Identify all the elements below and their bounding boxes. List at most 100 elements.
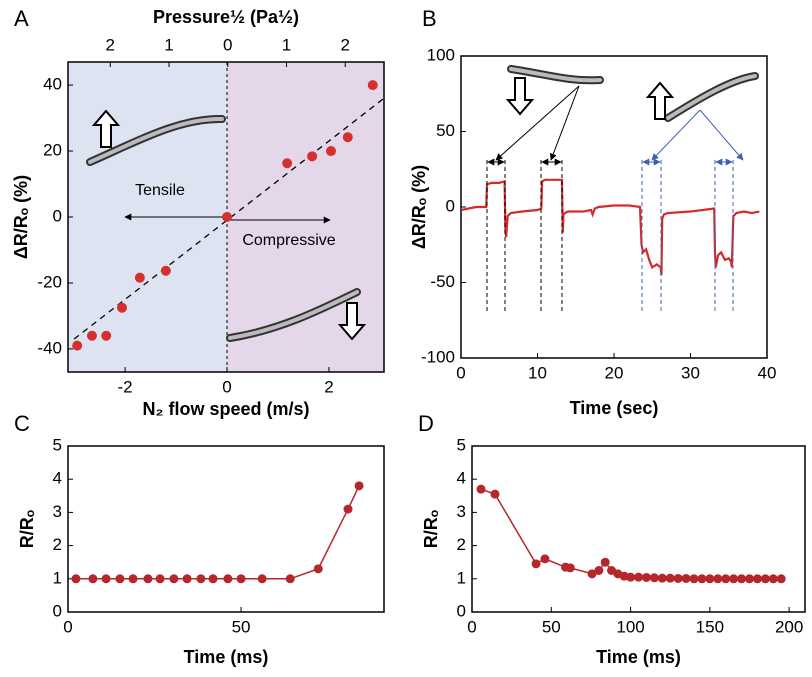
y-tick-label: 0 [53, 601, 62, 620]
x2-tick-label: 1 [282, 35, 291, 54]
x-tick-label: 2 [324, 377, 333, 396]
data-point [565, 563, 575, 573]
panel-label: B [422, 6, 437, 31]
x-tick-label: 150 [696, 617, 724, 636]
y-tick-label: 3 [457, 502, 466, 521]
data-point [101, 330, 112, 341]
x-axis-label: Time (sec) [570, 398, 659, 418]
data-point [88, 574, 98, 584]
data-point [101, 574, 111, 584]
beam-b-left-core [509, 67, 602, 83]
data-point [236, 574, 246, 584]
x-tick-label: 50 [542, 617, 561, 636]
data-point [626, 572, 636, 582]
pointer-line [495, 85, 580, 161]
y-tick-label: 2 [53, 535, 62, 554]
data-point [531, 559, 541, 569]
y-tick-label: 0 [53, 206, 62, 225]
y-tick-label: -50 [430, 272, 455, 291]
data-point [760, 574, 770, 584]
beam-b-right-core [666, 74, 757, 120]
x-tick-label: 100 [616, 617, 644, 636]
data-point [729, 574, 739, 584]
data-point [354, 481, 364, 491]
y-tick-label: 4 [457, 469, 466, 488]
pointer-line [699, 109, 744, 161]
data-point [342, 132, 353, 143]
data-point [257, 574, 267, 584]
force-arrow-b-up [505, 77, 535, 116]
y-axis-label: R/Rₒ [421, 510, 441, 548]
data-point [649, 573, 659, 583]
x-axis-label: Time (ms) [596, 647, 681, 667]
data-point [490, 489, 500, 499]
data-point [721, 574, 731, 584]
data-point [665, 573, 675, 583]
y-tick-label: 50 [436, 121, 455, 140]
data-point [476, 484, 486, 494]
data-point [634, 572, 643, 582]
y-tick-label: 1 [53, 568, 62, 587]
y-tick-label: -20 [37, 272, 62, 291]
data-point [222, 212, 233, 222]
data-point [86, 330, 97, 341]
data-point [160, 265, 171, 276]
y-axis-label: ΔR/Rₒ (%) [409, 165, 429, 249]
y-axis-label: ΔR/Rₒ (%) [11, 175, 31, 259]
data-point [143, 574, 153, 584]
data-point [128, 574, 138, 584]
beam-tensile-core [88, 116, 224, 164]
y-tick-label: 5 [53, 435, 62, 454]
y-tick-label: -100 [421, 347, 455, 366]
data-point [776, 574, 786, 584]
pointer-line [651, 109, 701, 161]
x2-tick-label: 2 [340, 35, 349, 54]
plot-frame [460, 55, 768, 359]
y-tick-label: 20 [43, 141, 62, 160]
data-point [367, 80, 378, 91]
x-tick-label: 30 [681, 363, 700, 382]
x2-tick-label: 1 [164, 35, 173, 54]
data-line [480, 488, 782, 580]
x-tick-label: 0 [63, 617, 72, 636]
data-point [115, 574, 125, 584]
force-arrow-down [91, 109, 121, 148]
data-point [313, 564, 323, 574]
data-line [460, 178, 760, 276]
data-point [169, 574, 179, 584]
x-tick-label: 0 [456, 363, 465, 382]
data-point [223, 574, 233, 584]
data-point [737, 574, 747, 584]
data-point [673, 573, 683, 583]
x-axis-label: N₂ flow speed (m/s) [142, 399, 309, 419]
data-point [208, 574, 218, 584]
force-arrow-b-down [645, 81, 675, 120]
data-point [594, 566, 604, 575]
x-tick-label: 200 [775, 617, 803, 636]
plot-frame [67, 445, 385, 613]
annotation: Compressive [242, 232, 335, 249]
panel-label: C [14, 411, 30, 436]
data-point [71, 574, 81, 584]
force-arrow-up [337, 302, 367, 341]
x-tick-label: -2 [118, 377, 133, 396]
data-point [600, 557, 610, 567]
data-point [768, 574, 778, 584]
y-tick-label: 2 [457, 535, 466, 554]
x2-tick-label: 2 [106, 35, 115, 54]
x-tick-label: 40 [758, 363, 777, 382]
y-tick-label: 4 [53, 469, 62, 488]
data-point [196, 574, 206, 584]
data-point [587, 569, 597, 579]
y-tick-label: 1 [457, 568, 466, 587]
data-point [285, 574, 295, 584]
y-tick-label: 0 [446, 196, 455, 215]
x-tick-label: 10 [528, 363, 547, 382]
data-point [713, 574, 723, 584]
y-tick-label: -40 [37, 338, 62, 357]
annotation: Tensile [135, 182, 185, 199]
data-point [325, 146, 336, 157]
plot-frame [471, 445, 806, 613]
data-point [307, 151, 318, 162]
